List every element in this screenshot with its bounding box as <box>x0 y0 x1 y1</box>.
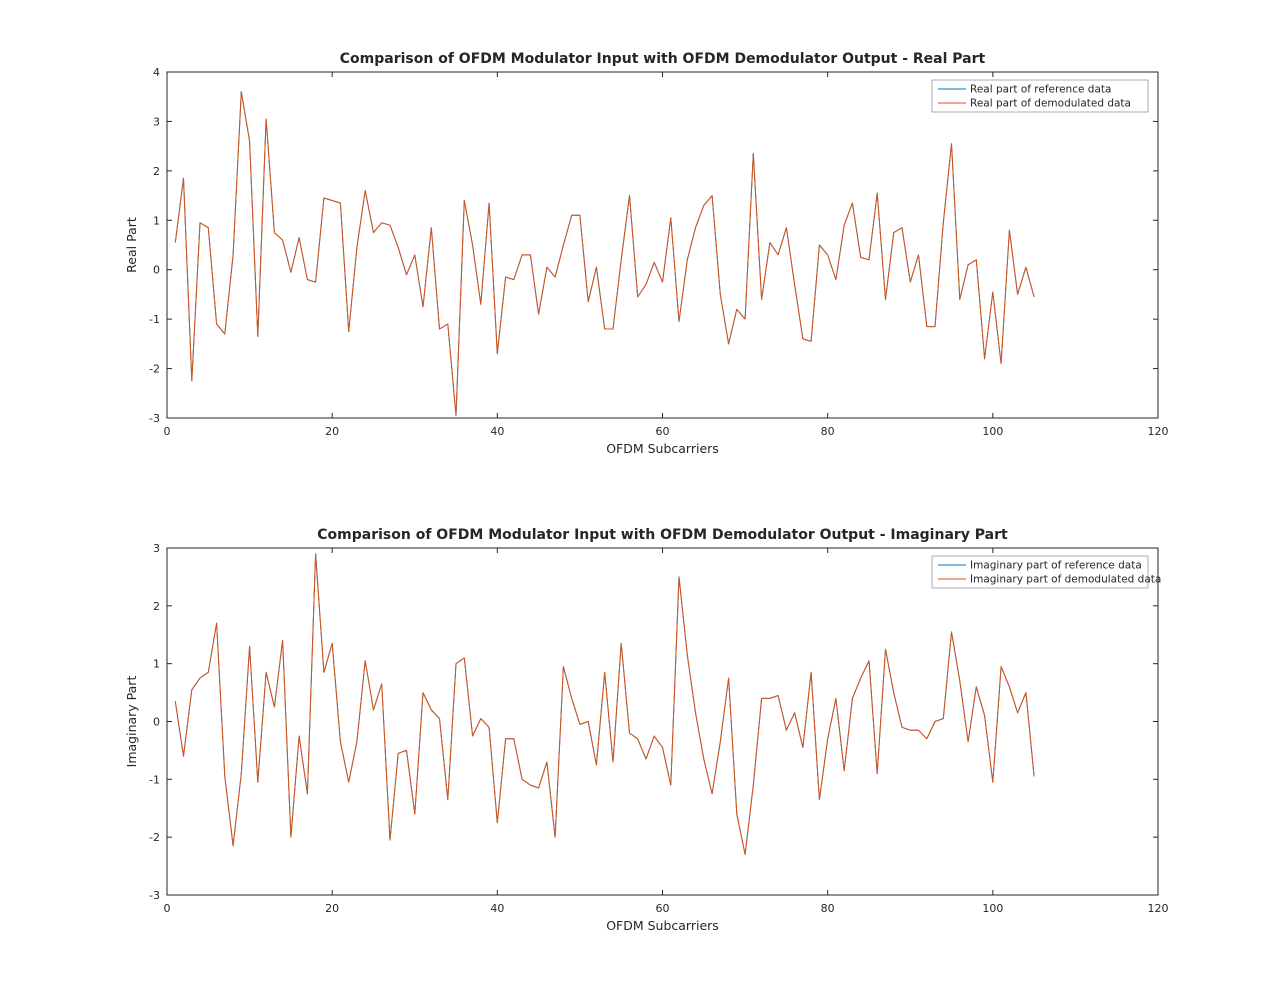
x-tick-label: 60 <box>656 425 670 438</box>
y-tick-label: 0 <box>153 264 160 277</box>
x-axis-label: OFDM Subcarriers <box>606 441 719 456</box>
x-tick-label: 80 <box>821 425 835 438</box>
legend-label: Real part of reference data <box>970 84 1111 96</box>
y-tick-label: -2 <box>149 363 160 376</box>
y-axis-label: Imaginary Part <box>124 676 139 768</box>
legend: Real part of reference data Real part of … <box>931 79 1149 113</box>
real-part-plot: 0 20 40 60 80 100 120 -3 -2 -1 0 1 2 3 4 Comparison of … <box>124 51 1169 456</box>
real-part-series-line-1 <box>174 91 1035 416</box>
y-tick-label: 0 <box>153 716 160 729</box>
x-tick-label: 120 <box>1148 425 1169 438</box>
x-tick-label: 40 <box>490 425 504 438</box>
chart-title: Comparison of OFDM Modulator Input with … <box>340 51 986 67</box>
y-tick-label: -3 <box>149 889 160 902</box>
real-part-series-line-0 <box>174 91 1035 416</box>
imaginary-part-plot: 0 20 40 60 80 100 120 -3 -2 -1 0 1 2 3 Comparison of O… <box>124 527 1169 933</box>
y-axis-label: Real Part <box>124 217 139 273</box>
x-tick-label: 100 <box>982 425 1003 438</box>
x-tick-label: 20 <box>325 425 339 438</box>
legend-label: Real part of demodulated data <box>970 98 1131 110</box>
x-tick-label: 0 <box>164 902 171 915</box>
y-tick-label: -1 <box>149 313 160 326</box>
chart-title: Comparison of OFDM Modulator Input with … <box>317 527 1008 543</box>
y-tick-label: -2 <box>149 831 160 844</box>
legend-box <box>931 79 1149 113</box>
x-tick-label: 40 <box>490 902 504 915</box>
y-tick-label: 2 <box>153 165 160 178</box>
legend: Imaginary part of reference data Imaginar… <box>931 555 1161 589</box>
y-tick-label: 4 <box>153 66 160 79</box>
y-tick-label: 3 <box>153 115 160 128</box>
y-tick-label: 1 <box>153 658 160 671</box>
axes-box <box>166 547 1159 896</box>
x-tick-label: 120 <box>1148 902 1169 915</box>
legend-label: Imaginary part of demodulated data <box>970 574 1161 586</box>
x-tick-label: 0 <box>164 425 171 438</box>
y-tick-label: 1 <box>153 214 160 227</box>
y-tick-label: -1 <box>149 773 160 786</box>
axes-box <box>166 71 1159 419</box>
x-tick-label: 80 <box>821 902 835 915</box>
y-tick-label: -3 <box>149 412 160 425</box>
x-axis-label: OFDM Subcarriers <box>606 918 719 933</box>
legend-box <box>931 555 1149 589</box>
x-tick-label: 20 <box>325 902 339 915</box>
x-tick-label: 60 <box>656 902 670 915</box>
legend-label: Imaginary part of reference data <box>970 560 1142 572</box>
imaginary-part-series-line-1 <box>174 553 1035 855</box>
y-tick-label: 3 <box>153 542 160 555</box>
x-tick-label: 100 <box>982 902 1003 915</box>
imaginary-part-series-line-0 <box>174 553 1035 855</box>
y-tick-label: 2 <box>153 600 160 613</box>
